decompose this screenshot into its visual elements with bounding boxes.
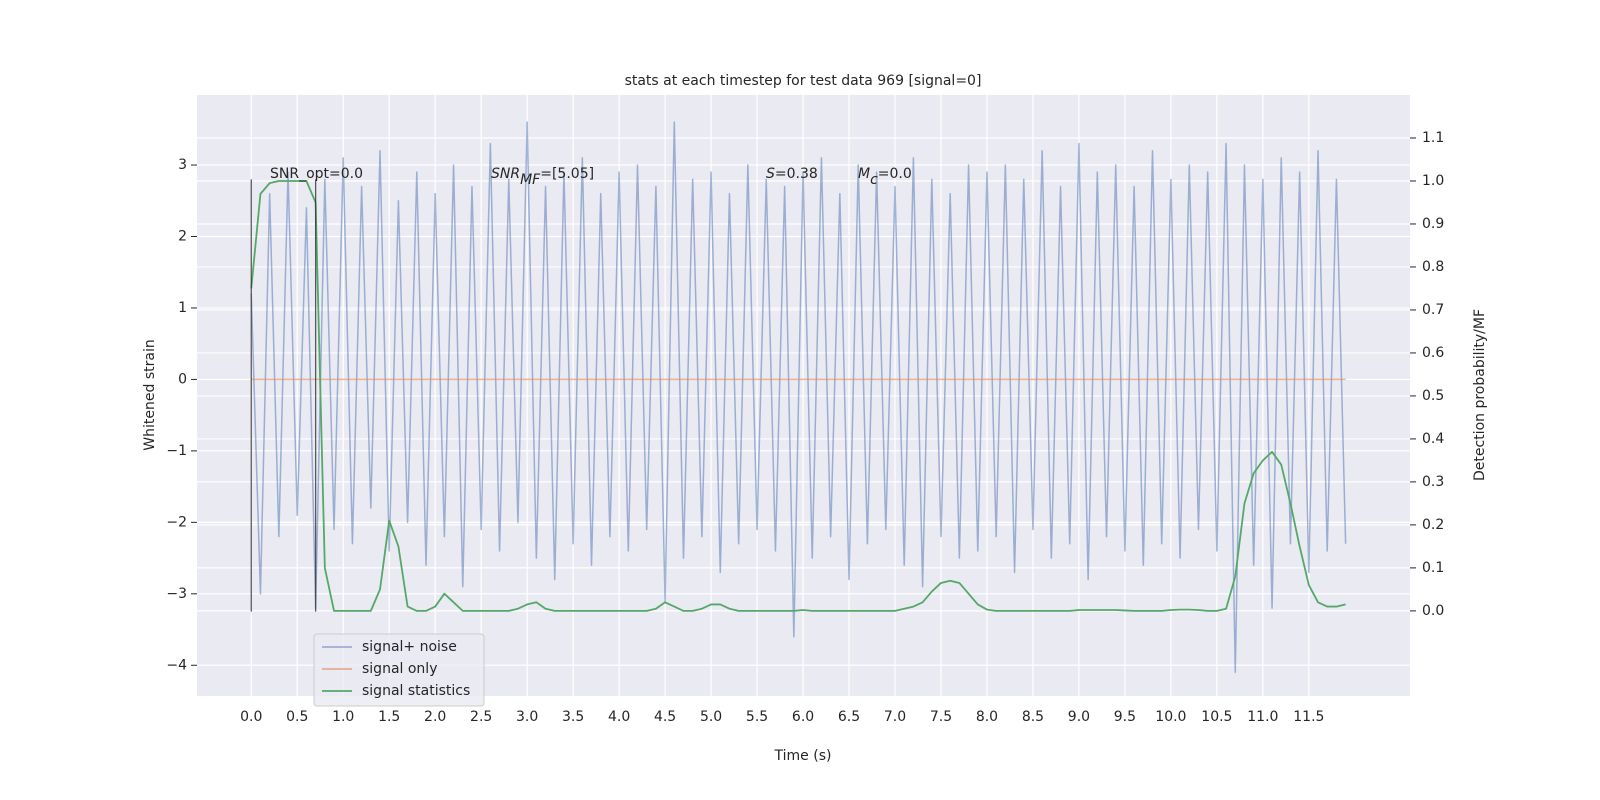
series-line bbox=[250, 121, 1347, 674]
x-tick-label: 11.5 bbox=[1293, 709, 1324, 725]
legend-label: signal statistics bbox=[362, 683, 470, 699]
x-tick-label: 3.5 bbox=[562, 709, 584, 725]
x-tick-label: 0.0 bbox=[240, 709, 262, 725]
annotation-part: c bbox=[870, 172, 878, 188]
y-tick-label: 1 bbox=[178, 300, 187, 316]
y2-tick-label: 1.0 bbox=[1422, 173, 1444, 189]
y-tick-label: 0 bbox=[178, 371, 187, 387]
x-axis-label: Time (s) bbox=[774, 748, 832, 764]
annotation-part: MF bbox=[520, 172, 541, 188]
x-tick-label: 1.5 bbox=[378, 709, 400, 725]
y2-tick-label: 0.4 bbox=[1422, 431, 1444, 447]
y-tick-label: −4 bbox=[166, 657, 187, 673]
x-tick-label: 10.0 bbox=[1155, 709, 1186, 725]
x-tick-label: 7.0 bbox=[884, 709, 906, 725]
annotation-part: =0.0 bbox=[878, 166, 912, 182]
x-tick-label: 8.0 bbox=[976, 709, 998, 725]
x-tick-label: 9.0 bbox=[1068, 709, 1090, 725]
y2-tick-label: 0.1 bbox=[1422, 560, 1444, 576]
y-tick-label: 2 bbox=[178, 228, 187, 244]
y2-tick-label: 1.1 bbox=[1422, 130, 1444, 146]
annotation-part: SNR_opt=0.0 bbox=[270, 166, 363, 182]
x-tick-label: 4.0 bbox=[608, 709, 630, 725]
legend-label: signal only bbox=[362, 661, 437, 677]
y2-axis-label: Detection probability/MF bbox=[1472, 309, 1488, 481]
chart-title: stats at each timestep for test data 969… bbox=[625, 73, 982, 89]
x-tick-label: 9.5 bbox=[1114, 709, 1136, 725]
y2-tick-label: 0.8 bbox=[1422, 259, 1444, 275]
x-tick-label: 10.5 bbox=[1201, 709, 1232, 725]
x-tick-label: 7.5 bbox=[930, 709, 952, 725]
annotation: SNRMF=[5.05] bbox=[491, 166, 594, 188]
y-tick-label: −2 bbox=[166, 514, 187, 530]
x-tick-label: 5.5 bbox=[746, 709, 768, 725]
x-tick-label: 3.0 bbox=[516, 709, 538, 725]
y-axis-label: Whitened strain bbox=[142, 339, 158, 450]
x-tick-label: 8.5 bbox=[1022, 709, 1044, 725]
x-tick-label: 0.5 bbox=[286, 709, 308, 725]
series-line bbox=[250, 180, 1346, 612]
y2-tick-label: 0.9 bbox=[1422, 216, 1444, 232]
annotation: SNR_opt=0.0 bbox=[270, 166, 363, 182]
x-tick-label: 6.0 bbox=[792, 709, 814, 725]
x-tick-label: 6.5 bbox=[838, 709, 860, 725]
y2-tick-label: 0.5 bbox=[1422, 388, 1444, 404]
legend-box bbox=[313, 633, 485, 707]
annotation-part: S bbox=[766, 166, 775, 182]
y2-tick-label: 0.3 bbox=[1422, 474, 1444, 490]
annotation-part: M bbox=[858, 166, 870, 182]
y-tick-label: −1 bbox=[166, 443, 187, 459]
x-tick-label: 2.0 bbox=[424, 709, 446, 725]
x-tick-label: 11.0 bbox=[1247, 709, 1278, 725]
annotation-part: SNR bbox=[491, 166, 520, 182]
y2-tick-label: 0.2 bbox=[1422, 517, 1444, 533]
x-tick-label: 5.0 bbox=[700, 709, 722, 725]
y-tick-label: 3 bbox=[178, 157, 187, 173]
annotation: Mc=0.0 bbox=[858, 166, 912, 188]
annotation: S=0.38 bbox=[766, 166, 818, 182]
y2-tick-label: 0.6 bbox=[1422, 345, 1444, 361]
x-tick-label: 2.5 bbox=[470, 709, 492, 725]
x-tick-label: 1.0 bbox=[332, 709, 354, 725]
legend-label: signal+ noise bbox=[362, 639, 457, 655]
annotation-part: =[5.05] bbox=[540, 166, 594, 182]
x-tick-label: 4.5 bbox=[654, 709, 676, 725]
y-tick-label: −3 bbox=[166, 586, 187, 602]
y2-tick-label: 0.7 bbox=[1422, 302, 1444, 318]
annotation-part: =0.38 bbox=[775, 166, 818, 182]
y2-tick-label: 0.0 bbox=[1422, 603, 1444, 619]
